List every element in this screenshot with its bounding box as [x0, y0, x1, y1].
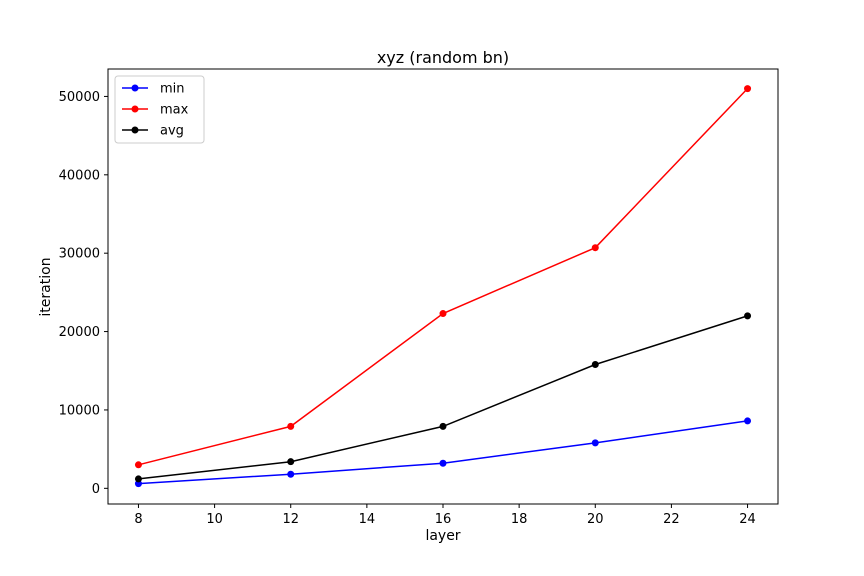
x-tick-label: 10: [206, 512, 223, 527]
legend-label: avg: [160, 124, 184, 139]
series-max-point: [591, 244, 599, 252]
x-tick-label: 12: [282, 512, 299, 527]
x-tick-label: 22: [663, 512, 680, 527]
y-tick-label: 40000: [59, 168, 100, 183]
series-max-point: [134, 461, 142, 469]
x-tick-label: 8: [134, 512, 142, 527]
x-tick-label: 18: [511, 512, 528, 527]
legend-label: min: [160, 82, 185, 97]
y-tick-label: 20000: [59, 325, 100, 340]
x-tick-label: 24: [739, 512, 756, 527]
series-avg-point: [134, 475, 142, 483]
series-avg-point: [439, 422, 447, 430]
plot-frame: [107, 68, 779, 505]
legend: min max avg: [114, 75, 205, 144]
y-tick-label: 50000: [59, 90, 100, 105]
legend-label: max: [160, 103, 189, 118]
series-min-point: [287, 470, 295, 478]
y-axis-ticks: 0 10000 20000 30000 40000 50000: [59, 90, 108, 497]
x-axis-label: layer: [425, 528, 460, 544]
legend-swatch-marker: [131, 126, 139, 134]
series-layer: [134, 85, 752, 488]
y-tick-label: 30000: [59, 247, 100, 262]
series-avg-point: [744, 312, 752, 320]
x-tick-label: 20: [587, 512, 604, 527]
chart-title: xyz (random bn): [377, 48, 509, 67]
y-tick-label: 10000: [59, 403, 100, 418]
x-axis-ticks: 8 10 12 14 16 18 20 22 24: [134, 504, 756, 527]
y-tick-label: 0: [92, 482, 100, 497]
x-tick-label: 14: [359, 512, 376, 527]
series-avg-point: [287, 458, 295, 466]
series-avg-point: [591, 360, 599, 368]
legend-swatch-marker: [131, 105, 139, 113]
series-min-point: [744, 417, 752, 425]
legend-swatch-marker: [131, 84, 139, 92]
series-max-point: [744, 85, 752, 93]
series-max-point: [287, 422, 295, 430]
legend-box: [114, 75, 205, 144]
series-min-point: [439, 459, 447, 467]
series-max-point: [439, 310, 447, 318]
plot-area: [108, 69, 778, 504]
series-min-point: [591, 439, 599, 447]
y-axis-label: iteration: [38, 257, 54, 316]
x-tick-label: 16: [435, 512, 452, 527]
